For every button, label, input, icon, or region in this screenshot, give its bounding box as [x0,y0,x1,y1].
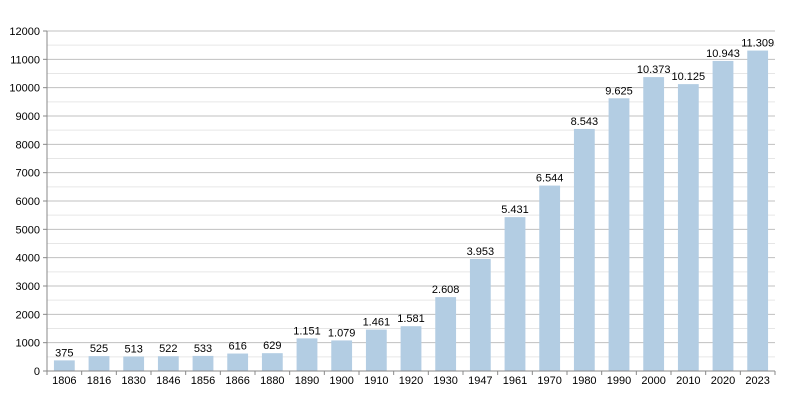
y-tick-label: 7000 [16,168,40,180]
x-tick-label-1830: 1830 [121,375,145,387]
y-tick-label: 3000 [16,281,40,293]
x-tick-label-1816: 1816 [87,375,111,387]
x-tick-label-2020: 2020 [711,375,735,387]
y-tick-label: 5000 [16,224,40,236]
bars [53,50,769,372]
data-label-2010: 10.125 [672,71,706,83]
x-tick-label-1920: 1920 [399,375,423,387]
x-tick-label-2010: 2010 [676,375,700,387]
bar-1806 [53,360,75,371]
data-label-1856: 533 [194,343,212,355]
y-tick-label: 11000 [10,54,40,66]
x-tick-label-1930: 1930 [433,375,457,387]
bar-1816 [88,356,110,371]
data-label-2023: 11.309 [741,38,774,50]
x-tick-label-1856: 1856 [191,375,215,387]
data-label-1961: 5.431 [501,204,529,216]
bar-1970 [539,185,561,371]
y-tick-label: 8000 [16,139,40,151]
x-tick-label-1806: 1806 [52,375,76,387]
x-tick-label-1910: 1910 [364,375,388,387]
data-label-2020: 10.943 [706,48,740,60]
data-label-1816: 525 [90,343,108,355]
data-label-1866: 616 [228,341,246,353]
bar-1900 [331,340,353,371]
bar-1930 [435,297,457,371]
axes [43,30,776,375]
bar-2020 [712,60,734,371]
data-label-1830: 513 [124,343,142,355]
y-tick-label: 9000 [16,111,40,123]
data-label-1910: 1.461 [363,317,391,329]
bar-2023 [747,50,769,371]
bar-2010 [677,84,699,371]
bar-1947 [469,258,491,371]
y-tick-label: 10000 [9,83,40,95]
data-label-1920: 1.581 [397,313,425,325]
data-label-1900: 1.079 [328,327,356,339]
x-tick-label-1846: 1846 [156,375,180,387]
x-tick-label-1890: 1890 [295,375,319,387]
x-tick-label-1947: 1947 [468,375,492,387]
data-label-1947: 3.953 [467,246,495,258]
y-tick-label: 2000 [16,309,40,321]
y-tick-label: 6000 [16,196,40,208]
y-tick-label: 12000 [9,26,40,38]
x-tick-label-1970: 1970 [537,375,561,387]
bar-2000 [643,77,665,372]
bar-1856 [192,355,214,371]
y-tick-label: 4000 [16,253,40,265]
x-tick-label-1961: 1961 [503,375,527,387]
y-tick-label: 0 [34,366,40,378]
x-tick-label-1990: 1990 [607,375,631,387]
data-label-1806: 375 [55,347,73,359]
bar-1990 [608,98,630,372]
bar-1846 [157,356,179,371]
data-label-1990: 9.625 [605,85,633,97]
data-label-2000: 10.373 [637,64,671,76]
data-label-1880: 629 [263,340,281,352]
data-label-1890: 1.151 [293,325,321,337]
x-tick-label-1900: 1900 [329,375,353,387]
bar-1880 [261,353,283,371]
bar-1910 [365,329,387,371]
bar-1961 [504,217,526,371]
bar-1980 [573,128,595,371]
x-tick-label-1980: 1980 [572,375,596,387]
x-tick-label-2023: 2023 [745,375,769,387]
x-tick-label-1880: 1880 [260,375,284,387]
data-label-1930: 2.608 [432,284,460,296]
y-tick-label: 1000 [16,338,40,350]
bar-1920 [400,326,422,371]
data-label-1846: 522 [159,343,177,355]
data-label-1980: 8.543 [571,116,599,128]
bar-1866 [227,353,249,371]
x-tick-label-2000: 2000 [641,375,665,387]
bar-1890 [296,338,318,371]
labels: 0 1000 2000 3000 4000 5000 6000 7000 8000 9000 100… [9,26,774,387]
bar-1830 [123,356,145,371]
x-tick-label-1866: 1866 [225,375,249,387]
data-label-1970: 6.544 [536,173,564,185]
